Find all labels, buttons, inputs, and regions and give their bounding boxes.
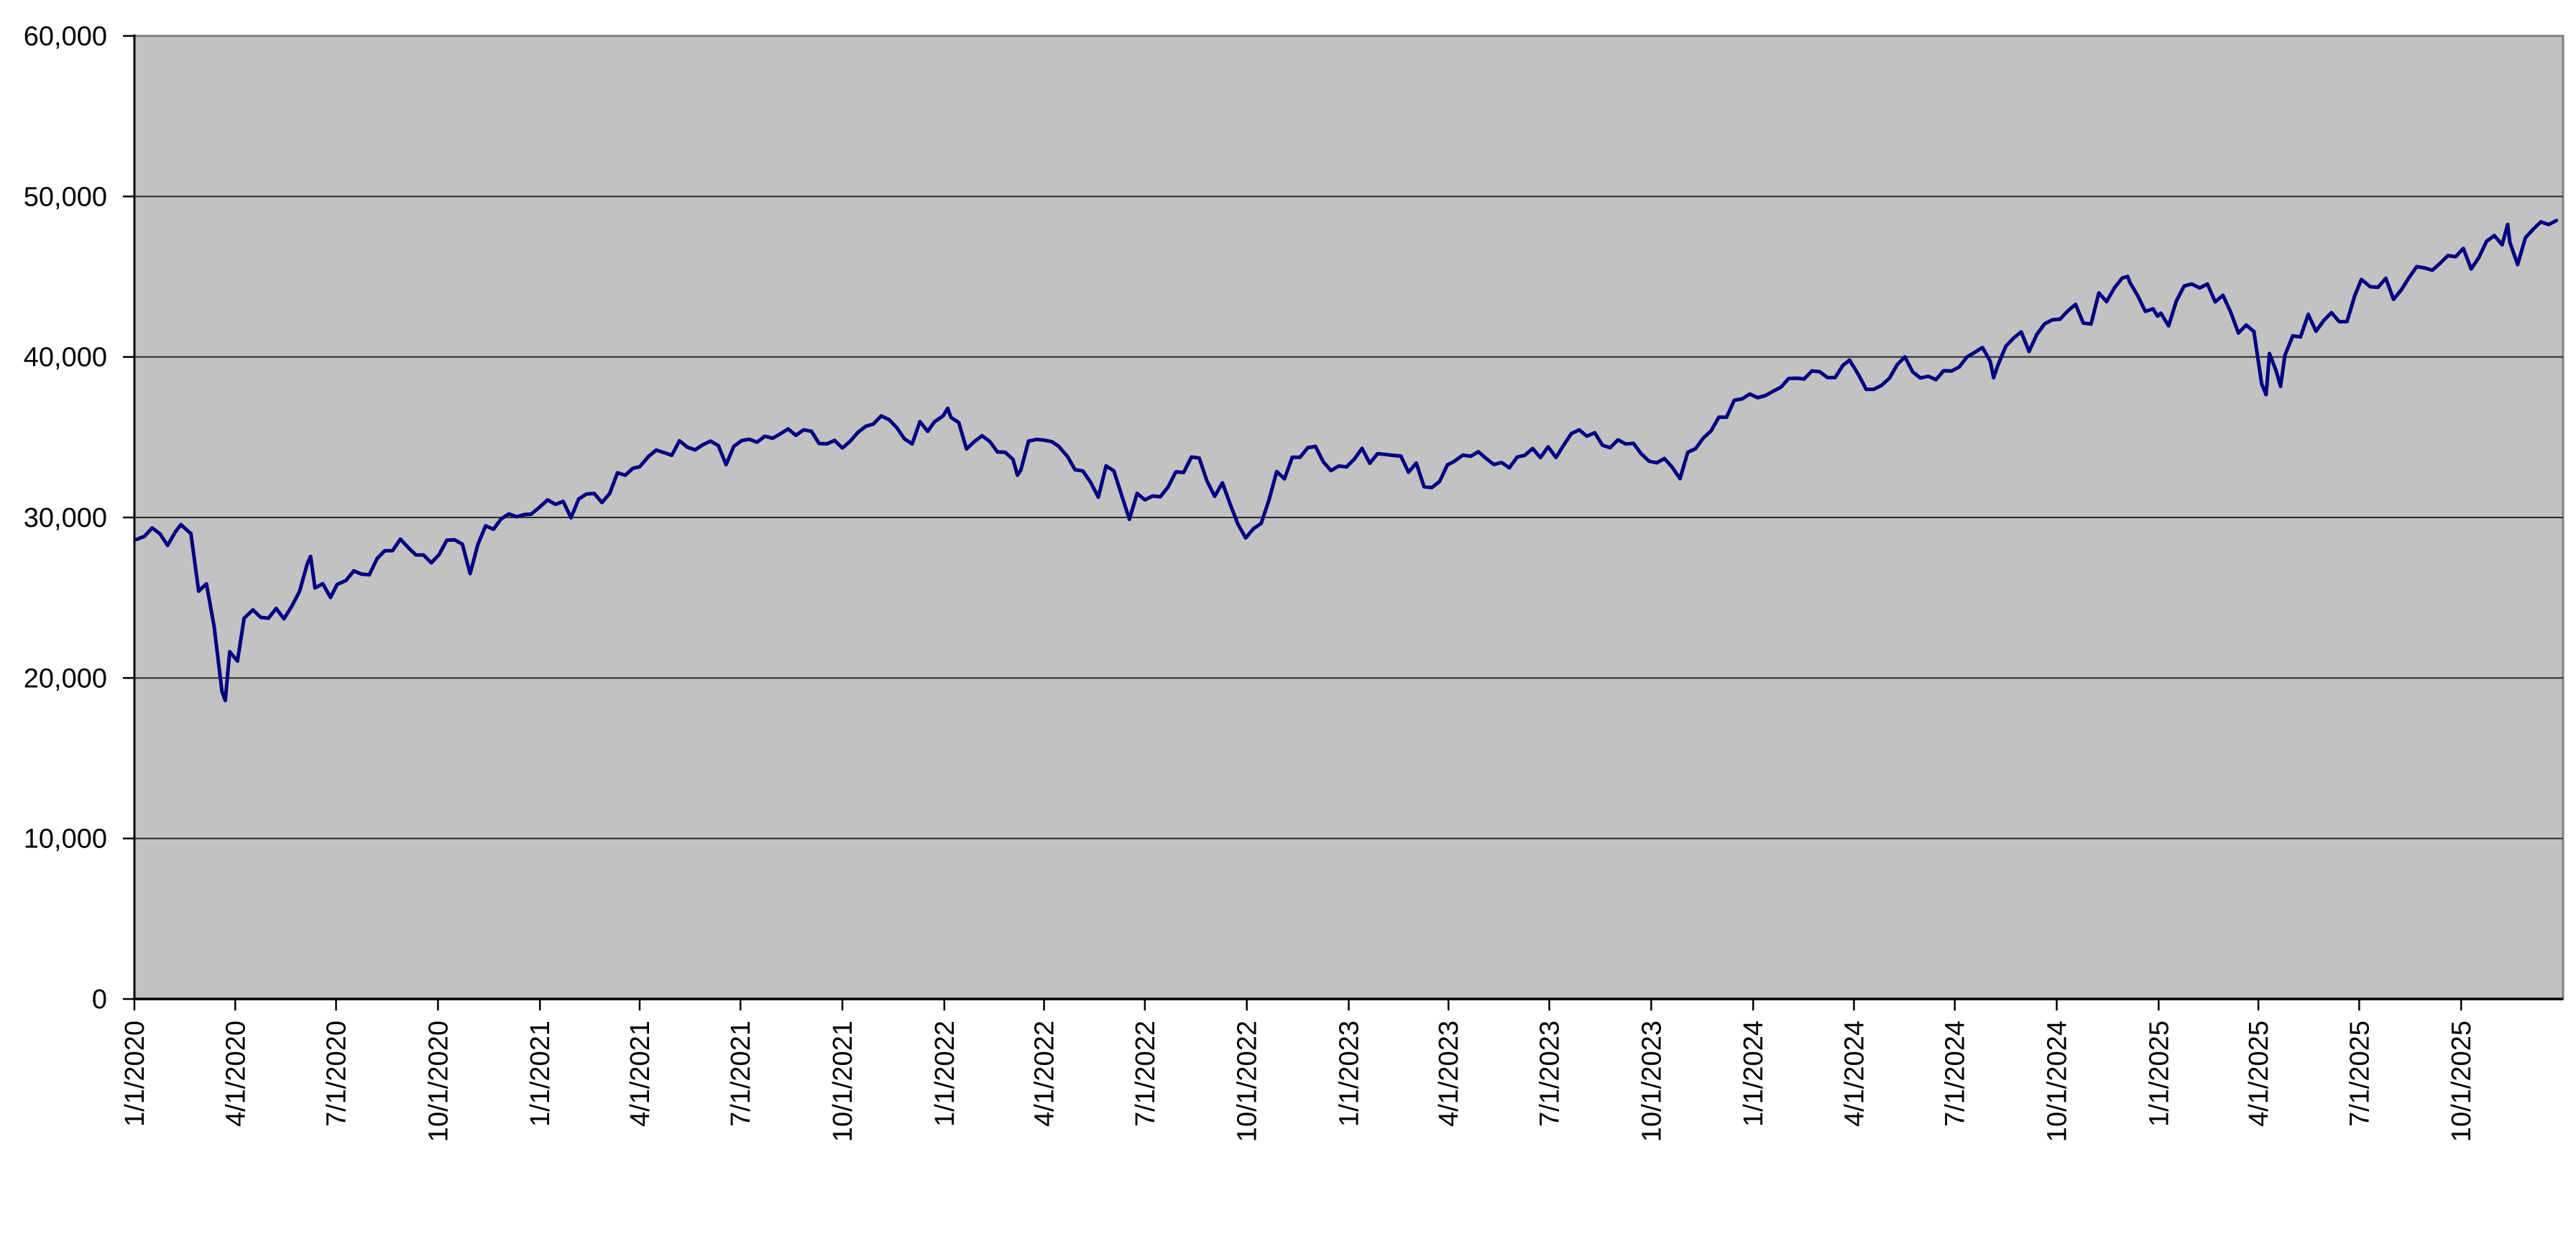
x-tick-label: 10/1/2021 bbox=[828, 1021, 858, 1142]
x-tick-label: 10/1/2023 bbox=[1637, 1021, 1667, 1142]
y-tick-label: 50,000 bbox=[24, 182, 107, 212]
y-gridlines bbox=[134, 195, 2563, 839]
x-tick-label: 7/1/2020 bbox=[322, 1021, 352, 1127]
x-tick-label: 1/1/2021 bbox=[525, 1021, 556, 1127]
y-tick-label: 30,000 bbox=[24, 503, 107, 533]
x-tick-label: 7/1/2025 bbox=[2345, 1021, 2375, 1127]
x-tick-label: 4/1/2022 bbox=[1030, 1021, 1060, 1127]
x-tick-label: 10/1/2025 bbox=[2447, 1021, 2477, 1142]
y-axis: 0 10,000 20,000 30,000 40,000 50,000 60,000 bbox=[24, 22, 134, 1015]
x-tick-label: 10/1/2024 bbox=[2043, 1021, 2073, 1142]
x-axis: 1/1/2020 4/1/2020 7/1/2020 10/1/2020 1/1/202… bbox=[120, 999, 2477, 1142]
x-tick-label: 10/1/2020 bbox=[423, 1021, 454, 1142]
x-tick-label: 4/1/2021 bbox=[625, 1021, 656, 1127]
x-tick-label: 1/1/2025 bbox=[2144, 1021, 2174, 1127]
y-tick-label: 20,000 bbox=[24, 663, 107, 694]
price-line bbox=[134, 218, 2559, 703]
y-tick-label: 10,000 bbox=[24, 824, 107, 855]
y-tick-label: 60,000 bbox=[24, 22, 107, 52]
x-tick-label: 1/1/2022 bbox=[930, 1021, 960, 1127]
x-tick-label: 4/1/2023 bbox=[1434, 1021, 1464, 1127]
x-tick-label: 1/1/2023 bbox=[1335, 1021, 1365, 1127]
x-tick-label: 4/1/2025 bbox=[2244, 1021, 2274, 1127]
x-tick-label: 7/1/2022 bbox=[1131, 1021, 1161, 1127]
x-tick-label: 4/1/2024 bbox=[1839, 1021, 1869, 1127]
x-tick-label: 7/1/2021 bbox=[726, 1021, 756, 1127]
y-tick-label: 0 bbox=[92, 985, 107, 1015]
x-tick-label: 7/1/2024 bbox=[1941, 1021, 1971, 1127]
x-tick-label: 4/1/2020 bbox=[221, 1021, 251, 1127]
x-tick-label: 10/1/2022 bbox=[1233, 1021, 1263, 1142]
x-tick-label: 7/1/2023 bbox=[1535, 1021, 1565, 1127]
x-tick-label: 1/1/2024 bbox=[1739, 1021, 1769, 1127]
y-tick-label: 40,000 bbox=[24, 343, 107, 373]
x-tick-label: 1/1/2020 bbox=[120, 1021, 150, 1127]
